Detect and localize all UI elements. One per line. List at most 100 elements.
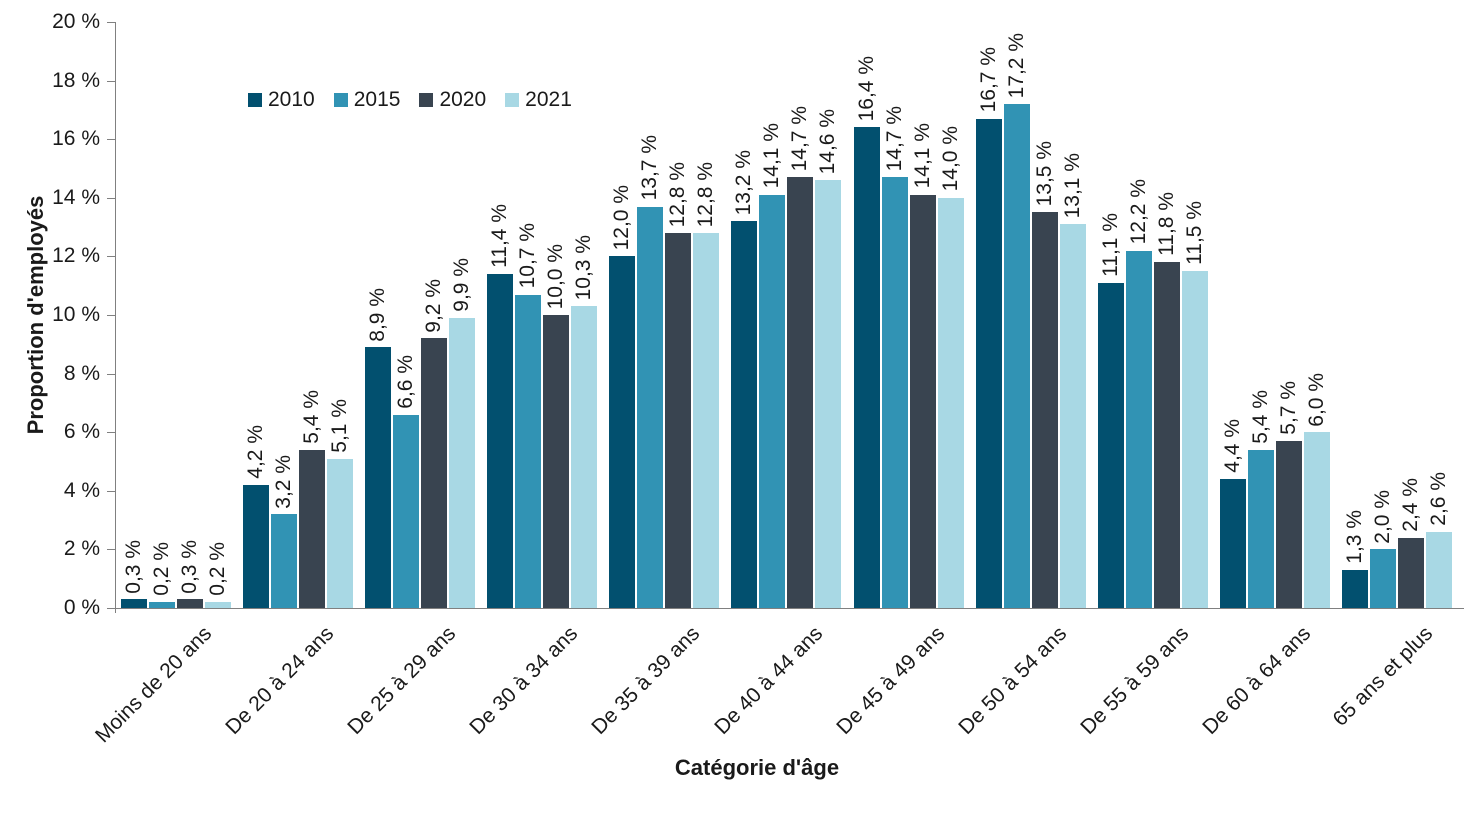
bar-wrap: 8,9 %: [365, 288, 392, 608]
bar-2021: [1303, 432, 1330, 608]
bar-value-label: 5,1 %: [328, 398, 352, 453]
bar-2015: [393, 414, 420, 608]
y-tick-mark: [107, 490, 115, 492]
bar-wrap: 0,2 %: [205, 542, 232, 608]
bar-2021: [1181, 271, 1208, 608]
bar-value-label: 4,4 %: [1220, 419, 1244, 474]
bar-2021: [693, 232, 720, 608]
bar-2020: [1153, 262, 1180, 608]
bar-2020: [299, 449, 326, 608]
legend-item-2020: 2020: [419, 88, 486, 112]
bar-wrap: 6,0 %: [1303, 373, 1330, 608]
y-tick-label: 16 %: [52, 127, 100, 151]
legend-swatch-2020: [419, 93, 434, 107]
bar-2010: [243, 484, 270, 608]
bar-value-label: 10,3 %: [572, 234, 596, 301]
bar-value-label: 16,7 %: [976, 47, 1000, 113]
y-tick-label: 2 %: [63, 537, 100, 561]
y-tick-label: 18 %: [52, 68, 100, 92]
bar-value-label: 16,4 %: [854, 56, 878, 122]
bar-2010: [731, 221, 758, 608]
bar-value-label: 11,8 %: [1154, 192, 1178, 257]
bar-2010: [121, 599, 148, 608]
bar-wrap: 12,8 %: [693, 162, 720, 608]
bar-value-label: 8,9 %: [366, 287, 390, 342]
bar-2021: [937, 197, 964, 608]
x-tick-label: Moins de 20 ans: [91, 622, 217, 748]
bar-2021: [1059, 224, 1086, 608]
bar-2015: [1369, 549, 1396, 608]
y-tick-mark: [107, 256, 115, 258]
bar-2015: [271, 514, 298, 608]
x-axis-line: [115, 608, 1464, 609]
bar-value-label: 17,2 %: [1004, 32, 1028, 99]
bar-value-label: 9,9 %: [450, 258, 474, 312]
bar-wrap: 14,7 %: [787, 106, 814, 608]
legend-label: 2021: [525, 88, 572, 111]
bar-wrap: 12,8 %: [665, 162, 692, 608]
bar-value-label: 1,3 %: [1342, 510, 1366, 564]
y-tick-mark: [107, 549, 115, 551]
bar-wrap: 14,0 %: [937, 126, 964, 608]
legend-swatch-2021: [505, 93, 520, 107]
bar-value-label: 2,6 %: [1426, 472, 1450, 526]
legend-label: 2015: [353, 88, 401, 111]
bar-value-label: 2,0 %: [1370, 489, 1394, 544]
bar-2020: [177, 599, 204, 608]
bar-value-label: 5,4 %: [300, 390, 324, 444]
bar-2020: [421, 338, 448, 608]
y-tick-label: 20 %: [52, 10, 100, 33]
bar-wrap: 13,1 %: [1059, 153, 1086, 608]
bar-2015: [881, 177, 908, 608]
y-tick-mark: [107, 432, 115, 434]
y-tick-mark: [107, 608, 115, 609]
bar-wrap: 2,0 %: [1369, 490, 1396, 608]
bar-2020: [1275, 441, 1302, 608]
y-tick-mark: [107, 197, 115, 199]
bar-wrap: 14,1 %: [759, 123, 786, 608]
bar-value-label: 11,1 %: [1098, 212, 1122, 277]
bar-2021: [1425, 531, 1452, 608]
bar-2020: [787, 177, 814, 608]
bar-2010: [609, 256, 636, 608]
bar-2020: [1397, 537, 1424, 608]
bar-wrap: 14,6 %: [815, 109, 842, 608]
y-tick-label: 6 %: [63, 420, 100, 444]
bar-value-label: 10,7 %: [516, 223, 540, 289]
legend-label: 2010: [268, 88, 315, 111]
bar-wrap: 4,2 %: [243, 425, 270, 608]
bar-wrap: 3,2 %: [271, 455, 298, 608]
bar-2021: [205, 602, 232, 608]
bar-wrap: 2,6 %: [1425, 472, 1452, 608]
bar-wrap: 9,2 %: [421, 279, 448, 608]
bar-value-label: 14,6 %: [816, 108, 840, 175]
legend-swatch-2010: [248, 93, 262, 107]
bar-value-label: 13,1 %: [1060, 152, 1084, 219]
y-tick-mark: [107, 315, 115, 316]
y-axis-line: [115, 22, 116, 613]
bar-value-label: 13,7 %: [638, 135, 662, 201]
y-tick-label: 14 %: [52, 185, 100, 209]
y-tick-label: 8 %: [63, 361, 100, 385]
bar-2015: [1003, 104, 1030, 608]
bar-wrap: 14,1 %: [909, 123, 936, 608]
bar-wrap: 11,1 %: [1097, 213, 1124, 608]
bar-wrap: 12,0 %: [609, 185, 636, 608]
bar-wrap: 5,4 %: [1247, 390, 1274, 608]
bar-wrap: 17,2 %: [1003, 33, 1030, 608]
bar-value-label: 4,2 %: [244, 425, 268, 479]
bar-value-label: 10,0 %: [544, 243, 568, 309]
bar-2010: [365, 347, 392, 608]
bar-value-label: 0,3 %: [178, 539, 202, 594]
bar-wrap: 0,3 %: [177, 540, 204, 608]
bar-wrap: 13,2 %: [731, 150, 758, 608]
y-tick-mark: [107, 22, 115, 23]
bar-2021: [327, 458, 354, 608]
legend-label: 2020: [439, 88, 487, 111]
bar-wrap: 0,2 %: [149, 542, 176, 608]
bar-2010: [1219, 479, 1246, 608]
bar-wrap: 6,6 %: [393, 355, 420, 608]
bar-2010: [1341, 569, 1368, 608]
x-tick-label: De 45 à 49 ans: [831, 622, 949, 739]
bar-value-label: 14,1 %: [760, 123, 784, 189]
